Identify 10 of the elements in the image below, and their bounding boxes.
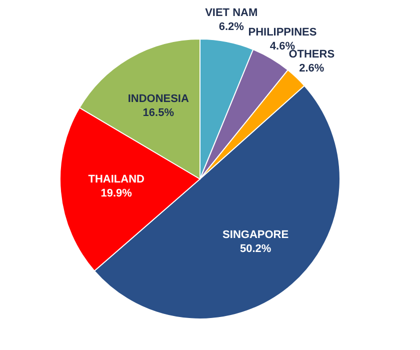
data-label: 19.9%: [100, 188, 132, 200]
data-label: 6.2%: [218, 21, 244, 34]
slice-label: SINGAPORE: [222, 229, 289, 242]
data-label: 50.2%: [240, 243, 272, 256]
slice-label: PHILIPPINES: [248, 26, 317, 39]
data-label: 16.5%: [142, 107, 174, 120]
slice-label: VIET NAM: [205, 7, 258, 20]
data-label: 2.6%: [299, 62, 324, 75]
slice-label: INDONESIA: [128, 93, 189, 106]
slice-label: THAILAND: [88, 174, 145, 186]
